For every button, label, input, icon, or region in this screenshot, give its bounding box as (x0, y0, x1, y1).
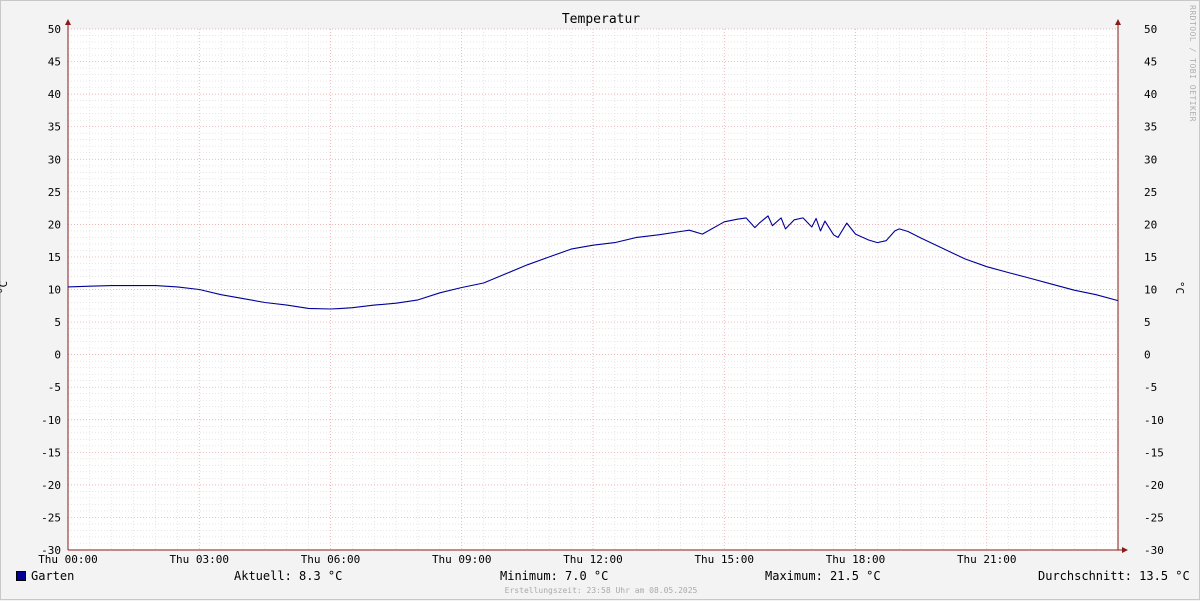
y-tick-label-left: 5 (54, 316, 61, 329)
y-tick-label-right: 50 (1144, 23, 1157, 36)
y-tick-label-right: -20 (1144, 479, 1164, 492)
x-tick-label: Thu 00:00 (38, 553, 98, 566)
x-tick-label: Thu 15:00 (694, 553, 754, 566)
y-tick-label-left: 0 (54, 349, 61, 362)
y-tick-label-left: -10 (41, 414, 61, 427)
y-tick-label-right: 35 (1144, 121, 1157, 134)
y-tick-label-left: -25 (41, 511, 61, 524)
y-tick-label-left: 45 (48, 56, 61, 69)
y-tick-label-left: 10 (48, 284, 61, 297)
y-tick-label-left: 25 (48, 186, 61, 199)
chart-title: Temperatur (561, 12, 641, 27)
y-tick-label-right: -15 (1144, 446, 1164, 459)
x-tick-label: Thu 06:00 (301, 553, 361, 566)
legend-series-name: Garten (31, 569, 75, 583)
y-tick-label-left: -20 (41, 479, 61, 492)
x-tick-label: Thu 09:00 (432, 553, 492, 566)
y-tick-label-right: -5 (1144, 381, 1157, 394)
y-tick-label-right: 5 (1144, 316, 1151, 329)
x-tick-label: Thu 12:00 (563, 553, 623, 566)
footer-creation-time: Erstellungszeit: 23:58 Uhr am 08.05.2025 (504, 586, 698, 595)
y-tick-label-right: 40 (1144, 88, 1157, 101)
y-tick-label-left: 15 (48, 251, 61, 264)
legend-durchschnitt: Durchschnitt: 13.5 °C (1038, 569, 1190, 583)
x-tick-label: Thu 18:00 (826, 553, 886, 566)
y-tick-label-right: -30 (1144, 544, 1164, 557)
y-tick-label-left: -5 (48, 381, 61, 394)
y-tick-label-left: -15 (41, 446, 61, 459)
legend-swatch-garten (16, 571, 26, 581)
y-tick-label-left: 50 (48, 23, 61, 36)
y-axis-arrow-left (65, 19, 71, 25)
y-tick-label-right: 20 (1144, 218, 1157, 231)
y-tick-label-right: -10 (1144, 414, 1164, 427)
y-tick-label-right: -25 (1144, 511, 1164, 524)
y-tick-label-left: 30 (48, 153, 61, 166)
y-tick-label-right: 30 (1144, 153, 1157, 166)
y-tick-label-right: 45 (1144, 56, 1157, 69)
y-tick-label-right: 15 (1144, 251, 1157, 264)
legend-maximum: Maximum: 21.5 °C (765, 569, 881, 583)
series-line-garten (67, 215, 1119, 310)
y-tick-label-right: 25 (1144, 186, 1157, 199)
y-tick-label-left: -30 (41, 544, 61, 557)
y-tick-label-left: 20 (48, 218, 61, 231)
x-tick-label: Thu 21:00 (957, 553, 1017, 566)
x-tick-label: Thu 03:00 (169, 553, 229, 566)
legend-minimum: Minimum: 7.0 °C (500, 569, 609, 583)
y-tick-label-right: 0 (1144, 349, 1151, 362)
x-axis-arrow (1122, 547, 1128, 553)
y-tick-label-left: 35 (48, 121, 61, 134)
y-tick-label-right: 10 (1144, 284, 1157, 297)
legend-aktuell: Aktuell: 8.3 °C (234, 569, 343, 583)
y-tick-label-left: 40 (48, 88, 61, 101)
y-axis-arrow-right (1115, 19, 1121, 25)
